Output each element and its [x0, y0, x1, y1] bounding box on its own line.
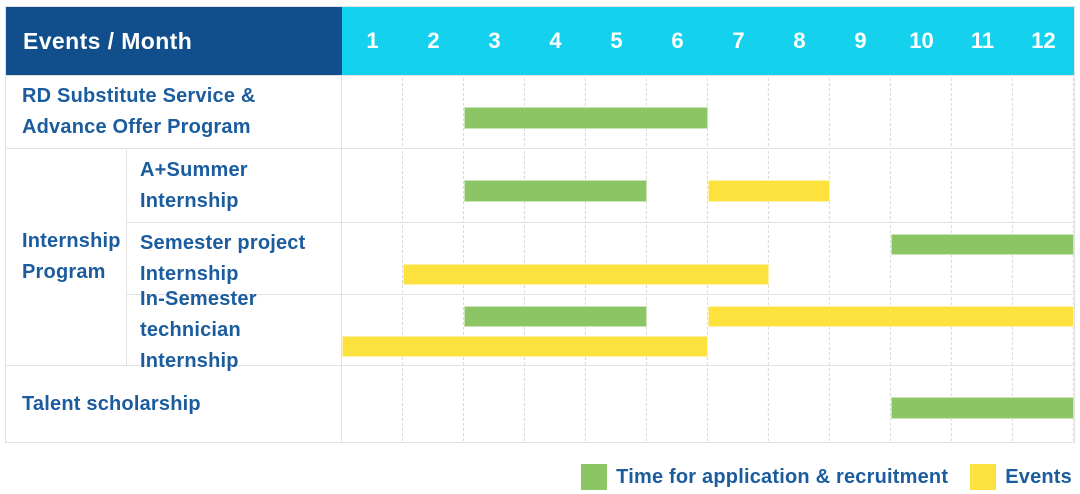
month-header-4: 4 [549, 28, 562, 53]
schedule-table: Events / Month 1 2 3 4 5 6 7 8 9 10 11 12 RD Substi… [5, 6, 1075, 443]
row-label: Semester project Internship [127, 223, 342, 294]
month-header-1: 1 [366, 28, 379, 53]
row-chart [342, 76, 1074, 148]
month-header-12: 12 [1031, 28, 1056, 53]
row-label: Talent scholarship [6, 366, 342, 442]
month-header-5: 5 [610, 28, 623, 53]
month-header-10: 10 [909, 28, 934, 53]
row-chart [342, 295, 1074, 365]
month-header-row: 1 2 3 4 5 6 7 8 9 10 11 12 [342, 7, 1074, 75]
month-header-8: 8 [793, 28, 806, 53]
table-row-group: Internship Program A+Summer Internship Sem… [6, 148, 1074, 372]
yellow-swatch [970, 464, 997, 490]
event-bar [708, 180, 830, 202]
application-bar [891, 234, 1074, 255]
table-row: In-Semester technician Internship [127, 288, 1074, 372]
table-row: A+Summer Internship [127, 149, 1074, 222]
month-header-9: 9 [854, 28, 867, 53]
row-chart [342, 366, 1074, 442]
application-bar [464, 306, 647, 327]
month-header-7: 7 [732, 28, 745, 53]
legend-item: Time for application & recruitment [581, 464, 948, 490]
table-row: Talent scholarship [6, 365, 1074, 442]
table-body: RD Substitute Service & Advance Offer Pr… [6, 75, 1074, 442]
events-month-header: Events / Month [6, 7, 342, 75]
green-swatch [581, 464, 608, 490]
month-header-2: 2 [427, 28, 440, 53]
month-header-11: 11 [970, 28, 995, 53]
legend-item: Events [970, 464, 1072, 490]
application-bar [891, 397, 1074, 419]
row-label: In-Semester technician Internship [127, 288, 342, 372]
application-bar [464, 107, 708, 129]
event-bar [403, 264, 769, 285]
month-header-3: 3 [488, 28, 501, 53]
event-bar [342, 336, 708, 357]
legend-label: Time for application & recruitment [616, 465, 949, 488]
month-header-6: 6 [671, 28, 684, 53]
row-label: A+Summer Internship [127, 149, 342, 222]
group-label: Internship Program [6, 149, 127, 365]
legend-label: Events [1005, 465, 1072, 488]
legend: Time for application & recruitment Events [5, 464, 1075, 490]
application-bar [464, 180, 647, 202]
group-sub-rows: A+Summer Internship Semester project Inte… [127, 149, 1074, 372]
row-label: RD Substitute Service & Advance Offer Pr… [6, 76, 342, 148]
row-chart [342, 149, 1074, 222]
table-header: Events / Month 1 2 3 4 5 6 7 8 9 10 11 12 [6, 7, 1074, 75]
table-row: Semester project Internship [127, 222, 1074, 294]
row-chart [342, 223, 1074, 294]
table-row: RD Substitute Service & Advance Offer Pr… [6, 75, 1074, 148]
event-bar [708, 306, 1074, 327]
